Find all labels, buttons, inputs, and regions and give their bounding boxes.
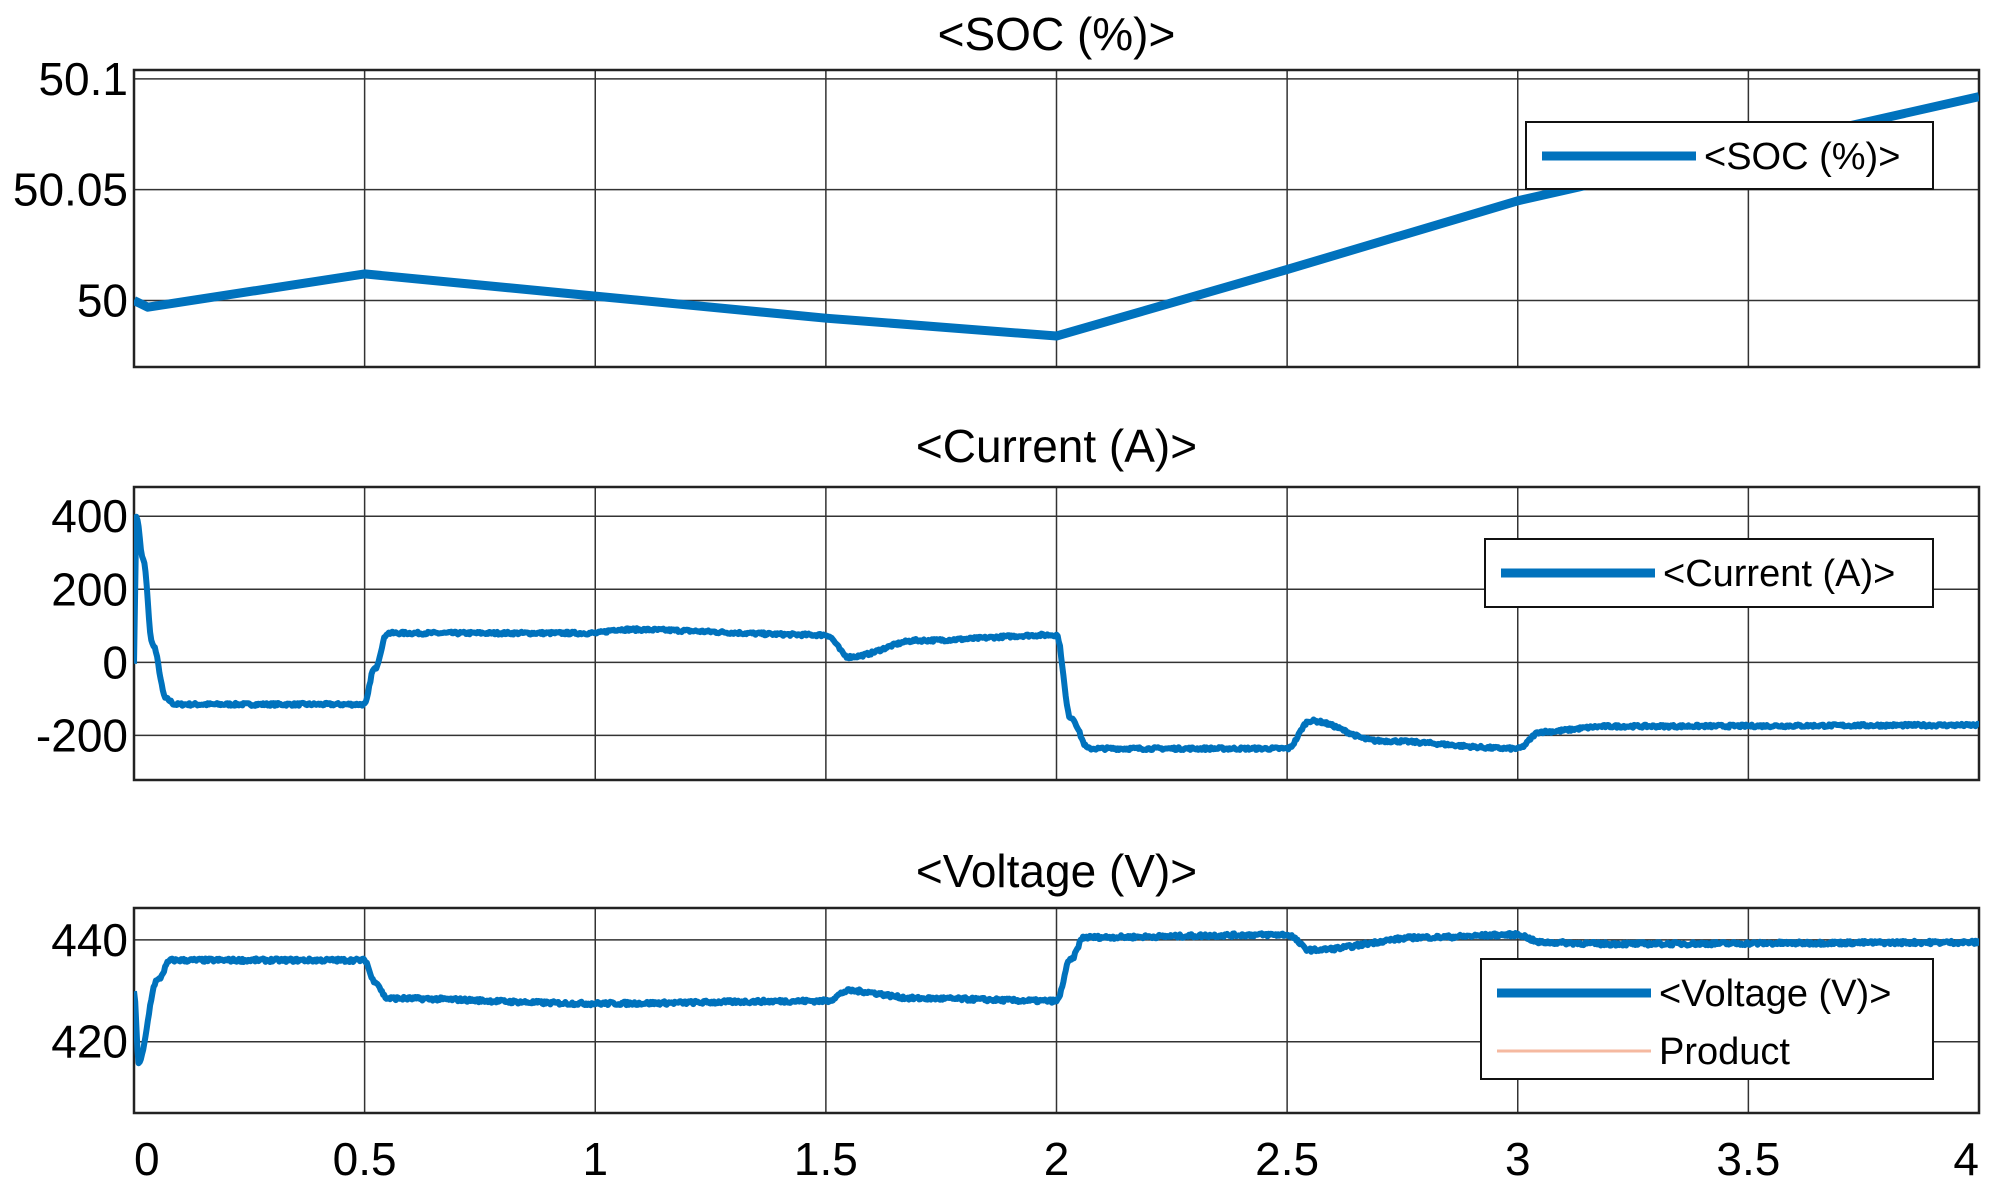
legend: <Current (A)> [1484, 538, 1934, 608]
y-tick-label: -200 [36, 709, 128, 761]
panel-title: <SOC (%)> [938, 8, 1176, 60]
y-tick-label: 0 [102, 636, 128, 688]
series-line-currenta [134, 513, 1979, 753]
x-tick-label: 0.5 [333, 1133, 397, 1185]
y-tick-label: 400 [51, 490, 128, 542]
legend-label: <Voltage (V)> [1659, 973, 1891, 1015]
x-tick-label: 2.5 [1255, 1133, 1319, 1185]
x-tick-label: 0 [134, 1133, 160, 1185]
y-tick-label: 50 [77, 275, 128, 327]
legend: <Voltage (V)> Product [1480, 958, 1934, 1080]
x-tick-label: 1.5 [794, 1133, 858, 1185]
x-tick-label: 3.5 [1716, 1133, 1780, 1185]
x-tick-label: 2 [1044, 1133, 1070, 1185]
panel-title: <Voltage (V)> [916, 845, 1197, 897]
y-tick-label: 200 [51, 563, 128, 615]
x-tick-label: 4 [1953, 1133, 1979, 1185]
legend-label: Product [1659, 1031, 1790, 1073]
y-tick-label: 50.1 [38, 53, 128, 105]
axes-box [132, 68, 1981, 369]
panel-title: <Current (A)> [916, 420, 1197, 472]
x-axis: 0 0.5 1 1.5 2 2.5 3 3.5 4 [134, 1133, 1979, 1185]
y-tick-label: 440 [51, 914, 128, 966]
x-tick-label: 1 [582, 1133, 608, 1185]
legend: <SOC (%)> [1525, 121, 1934, 190]
y-tick-label: 50.05 [13, 164, 128, 216]
legend-box [1480, 958, 1934, 1080]
legend-label: <SOC (%)> [1704, 136, 1900, 178]
panel-2: <Current (A)> -200 0 200 400 <Current (A)> [36, 420, 1981, 782]
x-tick-label: 3 [1505, 1133, 1531, 1185]
y-tick-label: 420 [51, 1016, 128, 1068]
series-line-voltagev [134, 930, 1979, 1067]
panel-1: <SOC (%)> 50 50.05 50.1 <SOC (%)> [13, 8, 1981, 369]
series-line-soc [134, 92, 1979, 341]
panel-3: <Voltage (V)> 420 440 <Voltage (V)> Product [51, 845, 1981, 1115]
legend-label: <Current (A)> [1663, 553, 1895, 595]
